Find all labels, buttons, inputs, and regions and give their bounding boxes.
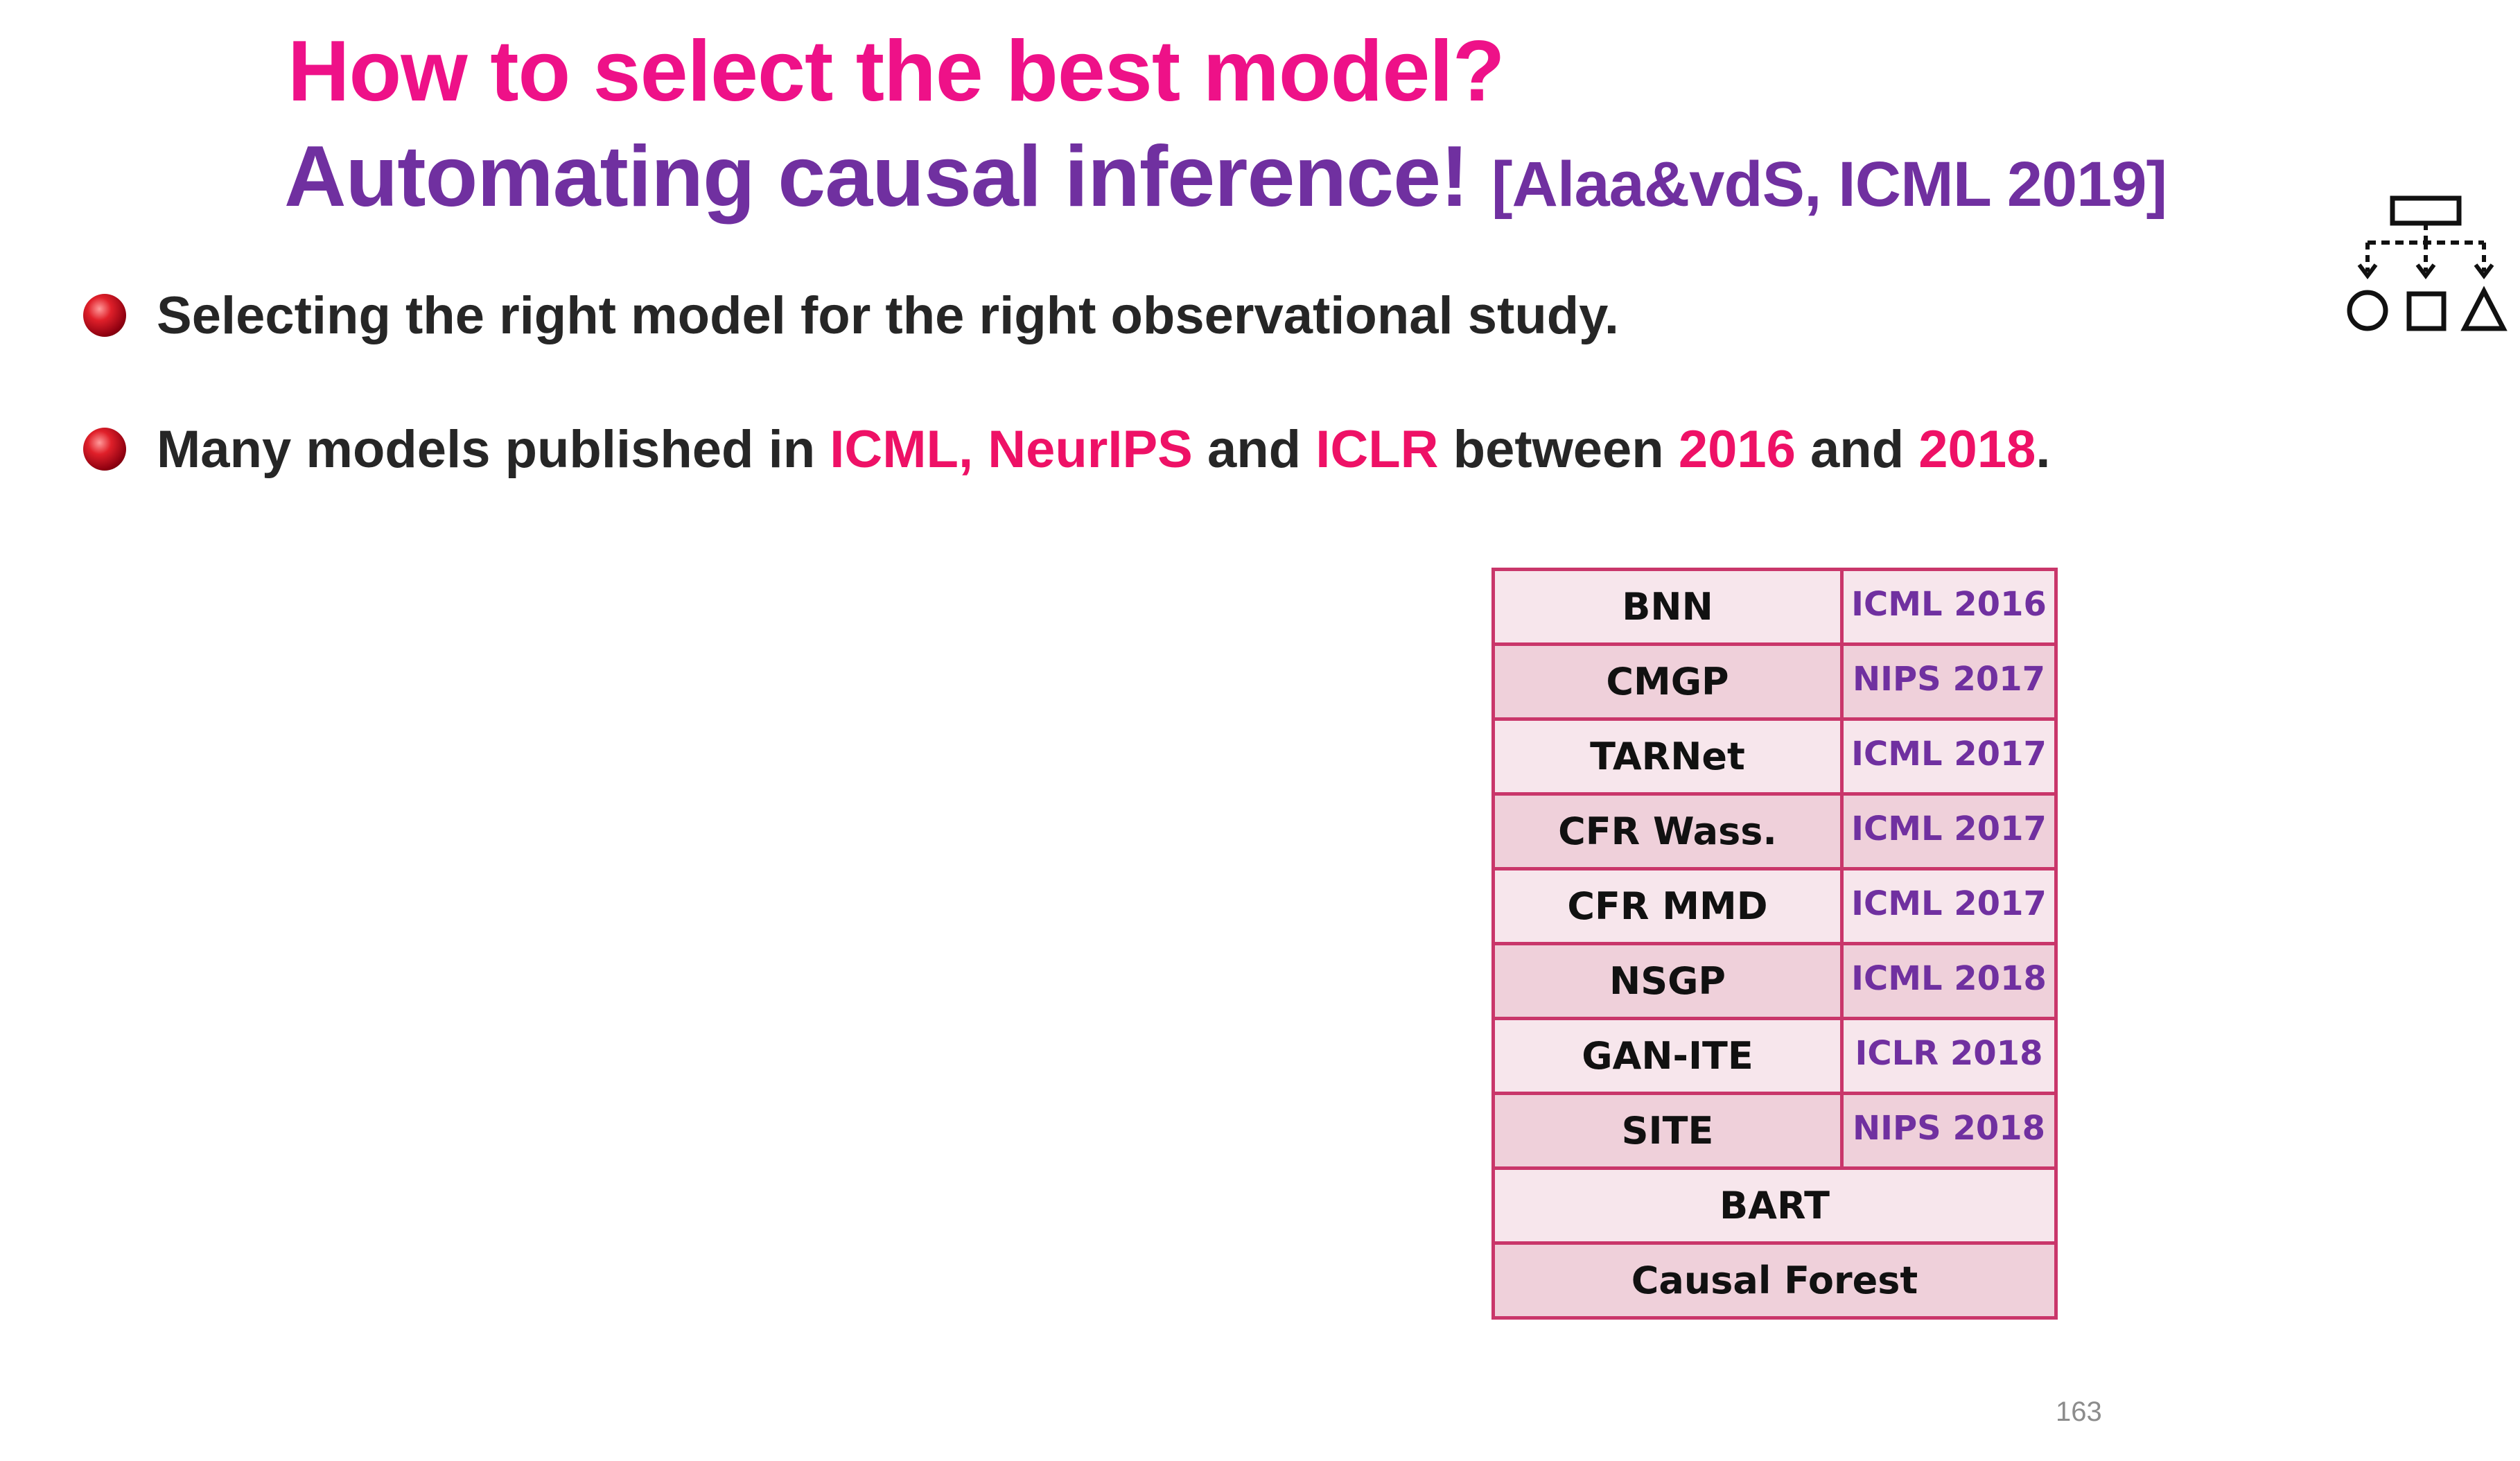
table-row: TARNet ICML 2017: [1491, 717, 2058, 796]
table-row: CFR Wass. ICML 2017: [1491, 792, 2058, 871]
bullet-highlight-iclr: ICLR: [1315, 419, 1439, 479]
slide-title: How to select the best model?: [288, 24, 1505, 119]
models-table: BNN ICML 2016 CMGP NIPS 2017 TARNet ICML…: [1491, 568, 2058, 1320]
bullet-segment: between: [1438, 419, 1679, 479]
subtitle-citation: [Alaa&vdS, ICML 2019]: [1491, 149, 2167, 220]
bullet-highlight-year-start: 2016: [1678, 419, 1796, 479]
page-number: 163: [2056, 1397, 2102, 1427]
table-row: BART: [1491, 1166, 2058, 1245]
bullet-item-1: Selecting the right model for the right …: [83, 281, 1619, 350]
bullet-segment: .: [2036, 419, 2051, 479]
model-name-cell: TARNet: [1491, 717, 1844, 796]
hierarchy-shapes-icon: [2347, 195, 2508, 331]
model-name-cell: BNN: [1491, 568, 1844, 646]
table-row: SITE NIPS 2018: [1491, 1092, 2058, 1170]
table-row: BNN ICML 2016: [1491, 568, 2058, 646]
venue-cell: NIPS 2018: [1840, 1092, 2058, 1170]
bullet-item-2: Many models published in ICML, NeurIPS a…: [83, 414, 2050, 484]
table-row: CMGP NIPS 2017: [1491, 642, 2058, 721]
bullet-highlight-year-end: 2018: [1918, 419, 2036, 479]
model-name-cell: Causal Forest: [1491, 1241, 2058, 1320]
venue-cell: ICML 2016: [1840, 568, 2058, 646]
venue-cell: ICLR 2018: [1840, 1017, 2058, 1095]
bullet-segment: and: [1192, 419, 1316, 479]
model-name-cell: NSGP: [1491, 942, 1844, 1020]
model-name-cell: BART: [1491, 1166, 2058, 1245]
venue-cell: NIPS 2017: [1840, 642, 2058, 721]
table-row: CFR MMD ICML 2017: [1491, 867, 2058, 945]
model-name-cell: GAN-ITE: [1491, 1017, 1844, 1095]
model-name-cell: CFR Wass.: [1491, 792, 1844, 871]
table-row: Causal Forest: [1491, 1241, 2058, 1320]
bullet-highlight-venues: ICML, NeurIPS: [830, 419, 1193, 479]
venue-cell: ICML 2017: [1840, 792, 2058, 871]
bullet-segment: Many models published in: [157, 419, 830, 479]
bullet-text-2: Many models published in ICML, NeurIPS a…: [157, 419, 2050, 480]
venue-cell: ICML 2018: [1840, 942, 2058, 1020]
venue-cell: ICML 2017: [1840, 717, 2058, 796]
red-sphere-bullet-icon: [83, 428, 126, 471]
table-row: GAN-ITE ICLR 2018: [1491, 1017, 2058, 1095]
slide-subtitle: Automating causal inference! [Alaa&vdS, …: [284, 125, 2167, 236]
model-name-cell: SITE: [1491, 1092, 1844, 1170]
bullet-text-1: Selecting the right model for the right …: [157, 286, 1619, 345]
model-name-cell: CMGP: [1491, 642, 1844, 721]
venue-cell: ICML 2017: [1840, 867, 2058, 945]
red-sphere-bullet-icon: [83, 294, 126, 337]
subtitle-main: Automating causal inference!: [284, 129, 1469, 225]
table-row: NSGP ICML 2018: [1491, 942, 2058, 1020]
bullet-segment: and: [1795, 419, 1919, 479]
model-name-cell: CFR MMD: [1491, 867, 1844, 945]
